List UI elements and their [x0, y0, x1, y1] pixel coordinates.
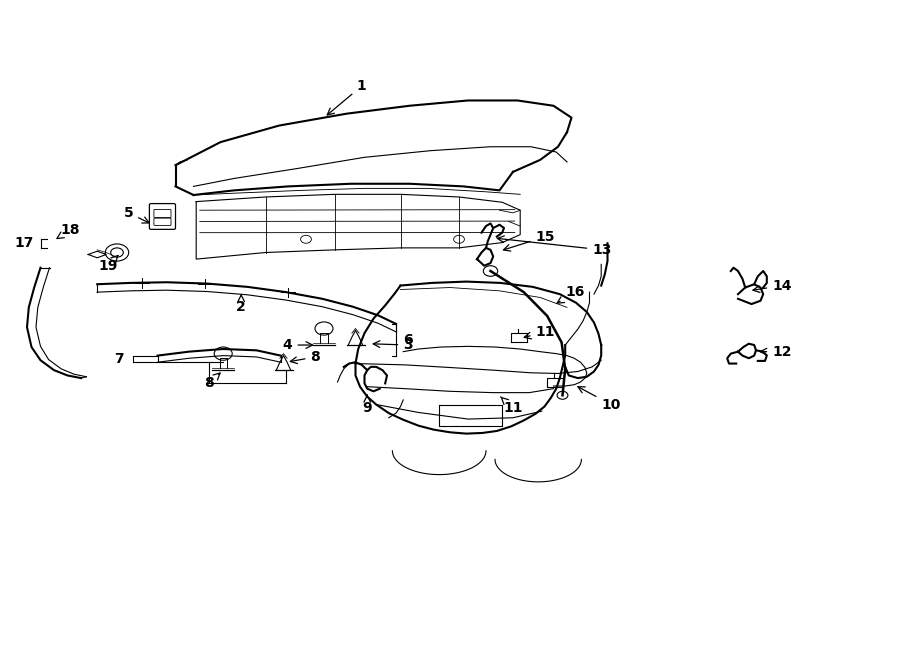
- Text: 8: 8: [291, 350, 320, 364]
- Text: 12: 12: [760, 344, 792, 359]
- Text: 6: 6: [403, 332, 413, 347]
- Text: 4: 4: [283, 338, 312, 352]
- Text: 9: 9: [363, 395, 372, 416]
- Text: 19: 19: [98, 255, 118, 273]
- Text: 8: 8: [204, 373, 220, 391]
- Text: 5: 5: [123, 206, 149, 223]
- Text: 10: 10: [578, 387, 621, 412]
- Text: 3: 3: [374, 338, 413, 352]
- Text: 18: 18: [57, 223, 80, 239]
- Text: 17: 17: [14, 236, 34, 251]
- Text: 7: 7: [114, 352, 124, 366]
- Text: 2: 2: [237, 295, 246, 315]
- Text: 11: 11: [500, 397, 523, 416]
- Text: 15: 15: [503, 229, 555, 251]
- Text: 1: 1: [328, 79, 366, 115]
- FancyBboxPatch shape: [154, 218, 171, 225]
- FancyBboxPatch shape: [154, 210, 171, 217]
- Text: 11: 11: [524, 325, 555, 339]
- Text: 14: 14: [753, 278, 792, 293]
- Text: 16: 16: [557, 285, 585, 303]
- Text: 13: 13: [498, 236, 612, 257]
